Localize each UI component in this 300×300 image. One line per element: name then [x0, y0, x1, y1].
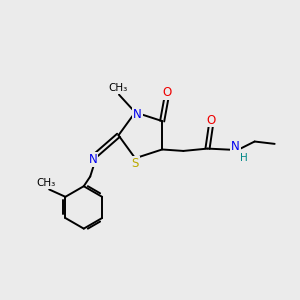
Text: S: S	[131, 157, 139, 170]
Text: N: N	[133, 108, 142, 121]
Text: O: O	[206, 113, 216, 127]
Text: H: H	[240, 153, 248, 163]
Text: O: O	[162, 86, 171, 99]
Text: N: N	[231, 140, 240, 153]
Text: N: N	[89, 153, 98, 166]
Text: CH₃: CH₃	[108, 83, 127, 93]
Text: CH₃: CH₃	[36, 178, 55, 188]
